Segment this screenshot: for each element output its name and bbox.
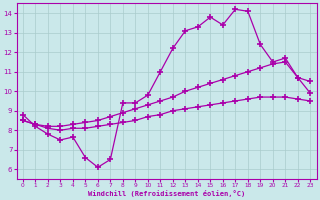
X-axis label: Windchill (Refroidissement éolien,°C): Windchill (Refroidissement éolien,°C) [88, 190, 245, 197]
